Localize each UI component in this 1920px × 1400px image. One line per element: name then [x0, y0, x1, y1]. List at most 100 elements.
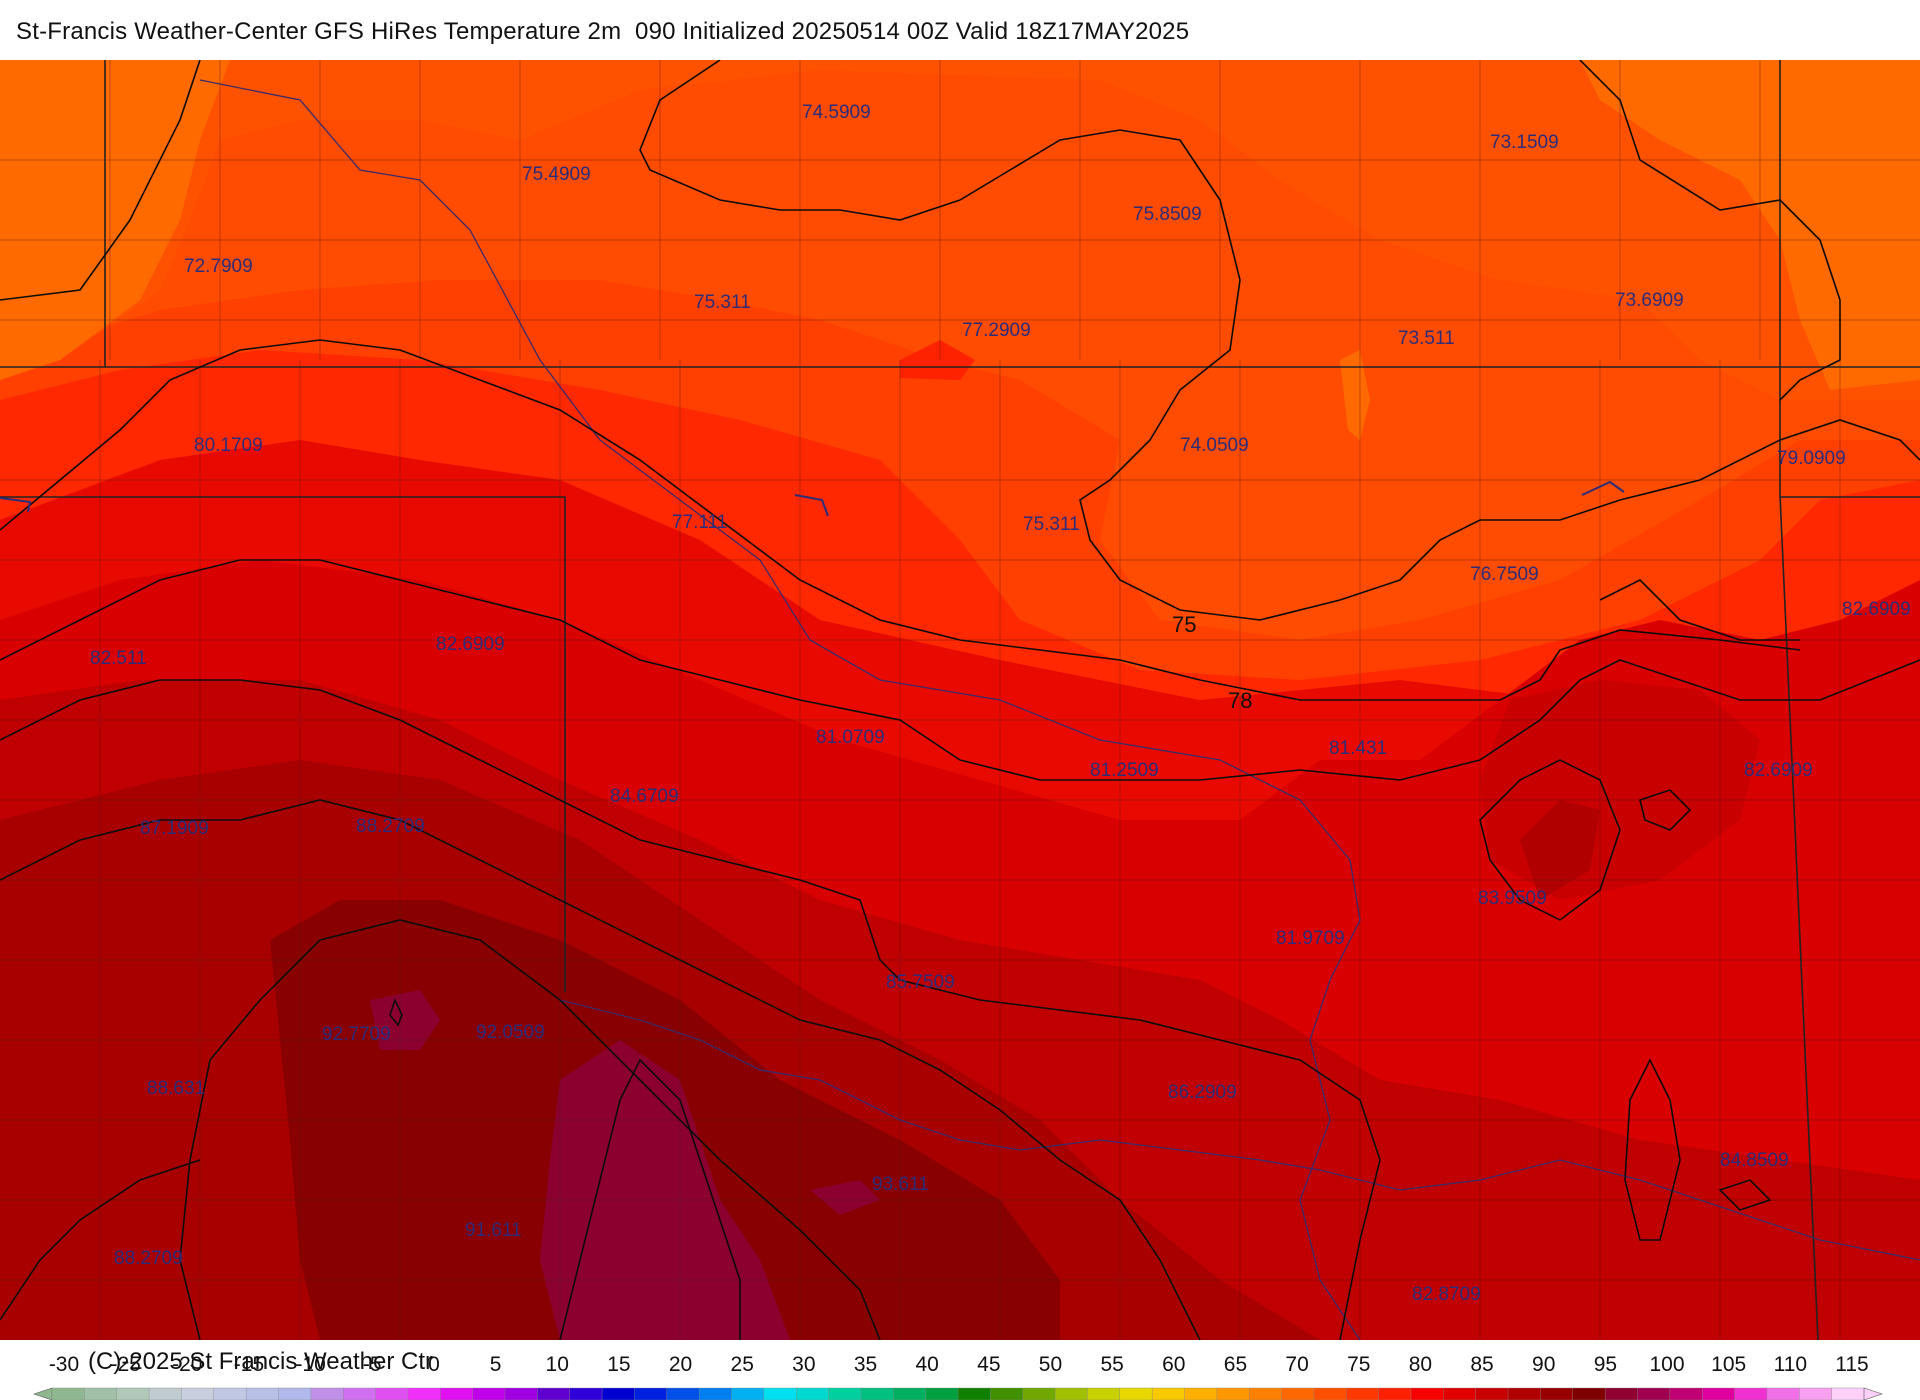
point-label: 74.5909 — [802, 102, 871, 123]
colorbar-swatch — [796, 1387, 830, 1400]
colorbar-arrow-right — [1863, 1387, 1883, 1400]
colorbar-swatch — [1054, 1387, 1089, 1400]
state-borders — [0, 60, 1920, 1340]
temperature-map: 75 78 74.5909 75.4909 73.1509 75.8509 72… — [0, 60, 1920, 1340]
colorbar-tick-label: 55 — [1100, 1353, 1123, 1376]
colorbar-tick-label: 30 — [792, 1353, 815, 1376]
colorbar-tick-label: 10 — [546, 1353, 569, 1376]
point-label: 82.8709 — [1412, 1284, 1481, 1305]
colorbar-swatch — [1313, 1387, 1347, 1400]
colorbar-swatch — [472, 1387, 506, 1400]
colorbar-swatch — [278, 1387, 312, 1400]
contour-label: 75 — [1172, 612, 1196, 637]
colorbar-tick-label: 65 — [1224, 1353, 1247, 1376]
colorbar-swatch — [1022, 1387, 1056, 1400]
field-93-spot — [370, 990, 440, 1050]
point-label: 88.2709 — [114, 1248, 183, 1269]
colorbar-swatch — [407, 1387, 441, 1400]
colorbar-swatch — [1216, 1387, 1250, 1400]
rivers — [199, 79, 1920, 1340]
point-label: 84.6709 — [610, 786, 679, 807]
colorbar-swatch — [1572, 1387, 1606, 1400]
colorbar-swatch — [537, 1387, 571, 1400]
colorbar-tick-label: 80 — [1409, 1353, 1432, 1376]
point-label: 92.0509 — [476, 1022, 545, 1043]
point-label: 75.4909 — [522, 164, 591, 185]
colorbar-tick-label: 90 — [1532, 1353, 1555, 1376]
colorbar-tick-label: -30 — [49, 1353, 79, 1376]
colorbar-swatch — [84, 1387, 118, 1400]
field-72-strip — [1340, 350, 1370, 440]
point-label: 84.8509 — [1720, 1150, 1789, 1171]
colorbar-tick-label: 105 — [1711, 1353, 1746, 1376]
colorbar-swatch — [1507, 1387, 1542, 1400]
point-label: 81.431 — [1329, 738, 1387, 759]
colorbar-tick-label: 100 — [1650, 1353, 1685, 1376]
colorbar-arrow-left — [33, 1387, 53, 1400]
colorbar-swatch — [1604, 1387, 1639, 1400]
colorbar-swatch — [1410, 1387, 1445, 1400]
point-label: 83.9509 — [1478, 888, 1547, 909]
colorbar-swatch — [1119, 1387, 1153, 1400]
point-label: 85.7509 — [886, 972, 955, 993]
point-label: 82.511 — [90, 648, 147, 669]
colorbar-tick-label: 110 — [1774, 1353, 1807, 1376]
field-88-east — [1520, 800, 1600, 900]
colorbar-swatches — [33, 1387, 1883, 1400]
colorbar-swatch — [245, 1387, 280, 1400]
field-73 — [0, 60, 1920, 400]
point-labels: 74.5909 75.4909 73.1509 75.8509 72.7909 … — [90, 102, 1911, 1305]
point-label: 88.2709 — [356, 816, 425, 837]
colorbar-swatch — [1346, 1387, 1380, 1400]
colorbar-swatch — [893, 1387, 927, 1400]
colorbar-tick-label: 25 — [731, 1353, 754, 1376]
colorbar-tick-label: 50 — [1039, 1353, 1062, 1376]
point-label: 81.2509 — [1090, 760, 1159, 781]
colorbar-swatch — [213, 1387, 247, 1400]
colorbar-tick-labels: -30 -25 -20 -15 -10 -5 0 5 10 15 20 25 30 35 40 45 50 55 6… — [49, 1353, 1869, 1376]
point-label: 75.311 — [1023, 514, 1080, 535]
colorbar-swatch — [569, 1387, 603, 1400]
point-label: 75.311 — [694, 292, 751, 313]
point-label: 82.6909 — [1842, 599, 1911, 620]
colorbar-tick-label: 45 — [977, 1353, 1000, 1376]
point-label: 81.0709 — [816, 727, 885, 748]
colorbar-swatch — [1637, 1387, 1671, 1400]
map-title: St-Francis Weather-Center GFS HiRes Temp… — [16, 18, 1190, 45]
colorbar-swatch — [1702, 1387, 1736, 1400]
point-label: 82.6909 — [1744, 760, 1813, 781]
field-93-spot2 — [810, 1180, 880, 1215]
colorbar-swatch — [601, 1387, 636, 1400]
field-72-ne — [1580, 60, 1920, 390]
copyright-text: (C)-2025 St Francis Weather Ctr — [88, 1348, 433, 1375]
colorbar-tick-label: 60 — [1162, 1353, 1185, 1376]
point-label: 93.611 — [872, 1174, 929, 1195]
colorbar-swatch — [1184, 1387, 1218, 1400]
colorbar-swatch — [634, 1387, 668, 1400]
point-label: 75.8509 — [1133, 204, 1202, 225]
colorbar-tick-label: 95 — [1594, 1353, 1617, 1376]
colorbar-swatch — [1766, 1387, 1800, 1400]
colorbar-swatch — [504, 1387, 539, 1400]
colorbar-tick-label: -10 — [295, 1353, 325, 1376]
colorbar-tick-label: 5 — [490, 1353, 502, 1376]
colorbar-swatch — [1475, 1387, 1509, 1400]
colorbar-tick-label: 35 — [854, 1353, 877, 1376]
colorbar-tick-label: 20 — [669, 1353, 692, 1376]
colorbar-swatch — [828, 1387, 862, 1400]
contour-label: 78 — [1228, 688, 1252, 713]
field-spot-78 — [900, 340, 975, 380]
point-label: 73.1509 — [1490, 132, 1559, 153]
colorbar-swatch — [310, 1387, 344, 1400]
point-label: 73.511 — [1398, 328, 1455, 349]
colorbar-swatch — [116, 1387, 150, 1400]
colorbar-swatch — [1831, 1387, 1865, 1400]
barb-symbols — [0, 480, 1625, 517]
colorbar-swatch — [1249, 1387, 1283, 1400]
point-label: 91.611 — [465, 1220, 522, 1241]
colorbar-tick-label: 70 — [1285, 1353, 1308, 1376]
colorbar-tick-label: 115 — [1835, 1353, 1868, 1376]
contour-lines — [0, 60, 1920, 1340]
point-label: 76.7509 — [1470, 564, 1539, 585]
field-72 — [0, 60, 230, 380]
